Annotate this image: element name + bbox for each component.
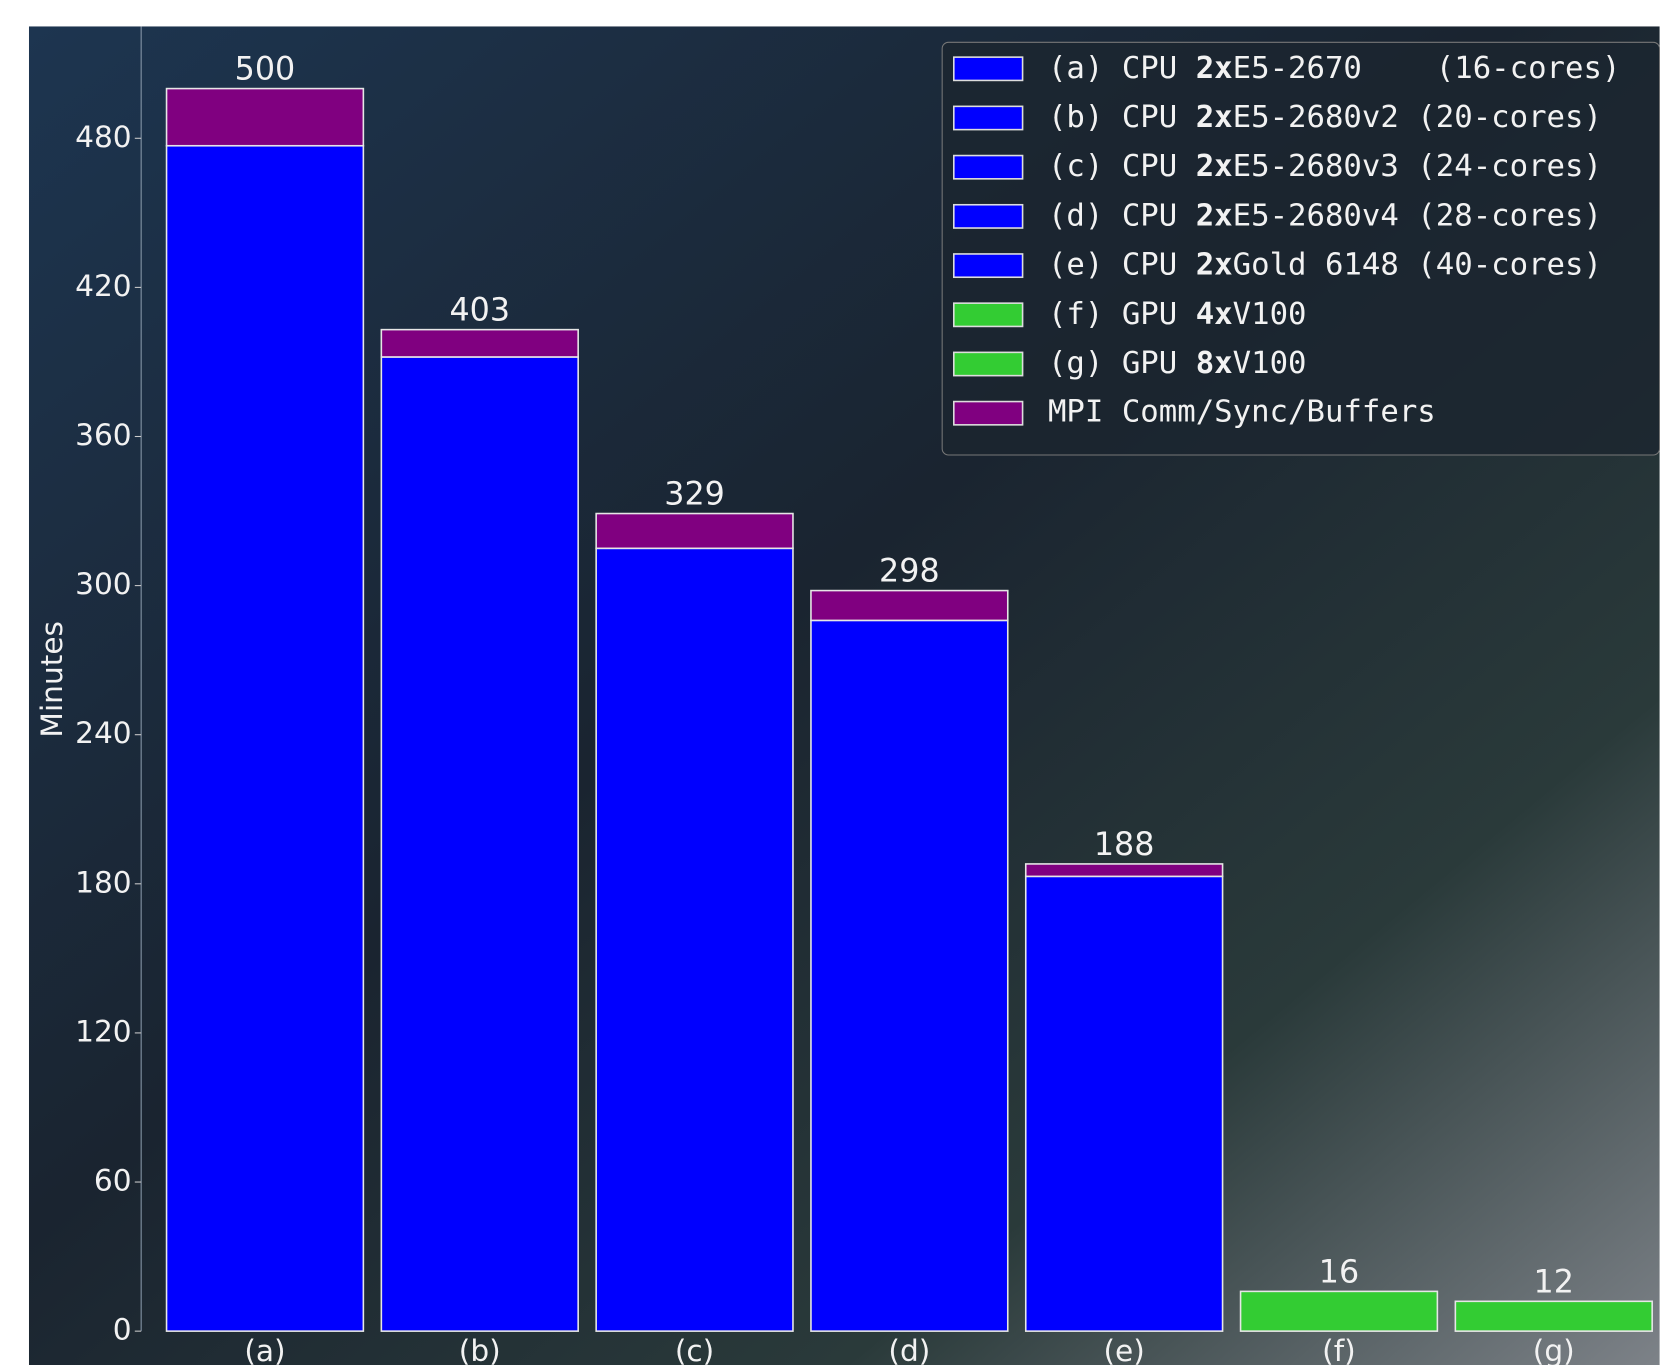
legend-label-part: 8x xyxy=(1196,346,1233,381)
legend-label: (c) CPU 2xE5-2680v3 (24-cores) xyxy=(1048,149,1602,184)
legend-label-part: (c) CPU xyxy=(1048,149,1196,184)
bar-segment xyxy=(165,87,365,147)
x-tick-label: (d) xyxy=(888,1334,930,1365)
y-tick-label: 480 xyxy=(75,120,132,154)
legend-label: (f) GPU 4xV100 xyxy=(1048,296,1307,331)
y-tick-label: 180 xyxy=(75,865,132,899)
x-tick-label: (e) xyxy=(1103,1334,1144,1365)
legend-label-part: E5-2680v4 (28-cores) xyxy=(1233,198,1602,233)
bar-segment xyxy=(1239,1290,1439,1332)
legend-label-part: Gold 6148 (40-cores) xyxy=(1233,247,1602,282)
bar-segment xyxy=(595,547,794,1332)
x-tick-label: (g) xyxy=(1533,1334,1575,1365)
total-label: 329 xyxy=(664,477,725,513)
legend-label-part: (f) GPU xyxy=(1048,296,1196,331)
bar-segment xyxy=(1454,1300,1653,1332)
bar-segment xyxy=(165,144,365,1332)
legend-label: (d) CPU 2xE5-2680v4 (28-cores) xyxy=(1048,198,1602,233)
x-tick-label: (f) xyxy=(1322,1334,1356,1365)
legend-swatch xyxy=(953,400,1024,426)
y-axis-label: Minutes xyxy=(35,621,69,738)
legend-label-part: (e) CPU xyxy=(1048,247,1196,282)
legend-label-part: (d) CPU xyxy=(1048,198,1196,233)
total-label: 298 xyxy=(879,554,940,590)
bar-segment xyxy=(595,512,794,550)
legend-label-part: 2x xyxy=(1196,149,1233,184)
legend-label-part: 2x xyxy=(1196,50,1233,85)
legend-swatch xyxy=(953,203,1024,229)
x-tick-label: (c) xyxy=(675,1334,714,1365)
legend-label: (a) CPU 2xE5-2670 (16-cores) xyxy=(1048,50,1620,85)
total-label: 500 xyxy=(235,52,296,88)
legend-label: MPI Comm/Sync/Buffers xyxy=(1048,395,1436,430)
total-label: 403 xyxy=(449,293,510,329)
legend-label-part: 2x xyxy=(1196,247,1233,282)
legend-swatch xyxy=(953,154,1024,180)
legend-label-part: E5-2680v3 (24-cores) xyxy=(1233,149,1602,184)
bar-segment xyxy=(810,589,1009,622)
legend-label-part: (a) CPU xyxy=(1048,50,1196,85)
legend-swatch xyxy=(953,105,1024,131)
legend-label-part: (g) GPU xyxy=(1048,346,1196,381)
bar-segment xyxy=(1024,863,1224,878)
y-tick-label: 0 xyxy=(113,1313,132,1347)
total-label: 188 xyxy=(1094,827,1155,863)
legend-label-part: (b) CPU xyxy=(1048,99,1196,134)
bar-segment xyxy=(380,328,579,358)
legend-label-part: 2x xyxy=(1196,198,1233,233)
legend-label-part: 2x xyxy=(1196,99,1233,134)
legend-swatch xyxy=(953,351,1024,377)
legend: (a) CPU 2xE5-2670 (16-cores)(b) CPU 2xE5… xyxy=(941,41,1660,456)
y-tick-label: 120 xyxy=(75,1014,132,1048)
x-tick-label: (a) xyxy=(244,1334,285,1365)
legend-label-part: V100 xyxy=(1233,296,1307,331)
total-label: 16 xyxy=(1319,1254,1359,1290)
legend-label: (b) CPU 2xE5-2680v2 (20-cores) xyxy=(1048,99,1602,134)
y-tick-label: 300 xyxy=(75,567,132,601)
x-tick-label: (b) xyxy=(459,1334,501,1365)
y-tick-label: 240 xyxy=(75,716,132,750)
legend-swatch xyxy=(953,302,1024,328)
legend-label: (g) GPU 8xV100 xyxy=(1048,346,1307,381)
bar-segment xyxy=(1024,875,1224,1332)
legend-label: (e) CPU 2xGold 6148 (40-cores) xyxy=(1048,247,1602,282)
bar-segment xyxy=(810,619,1009,1332)
legend-label-part: E5-2670 (16-cores) xyxy=(1233,50,1621,85)
bar-segment xyxy=(380,356,579,1332)
legend-swatch xyxy=(953,253,1024,279)
y-tick-label: 360 xyxy=(75,418,132,452)
legend-label-part: E5-2680v2 (20-cores) xyxy=(1233,99,1602,134)
total-label: 12 xyxy=(1534,1264,1574,1300)
legend-label-part: V100 xyxy=(1233,346,1307,381)
legend-swatch xyxy=(953,56,1024,82)
y-tick-label: 60 xyxy=(94,1164,132,1198)
y-tick-label: 420 xyxy=(75,269,132,303)
legend-label-part: 4x xyxy=(1196,296,1233,331)
